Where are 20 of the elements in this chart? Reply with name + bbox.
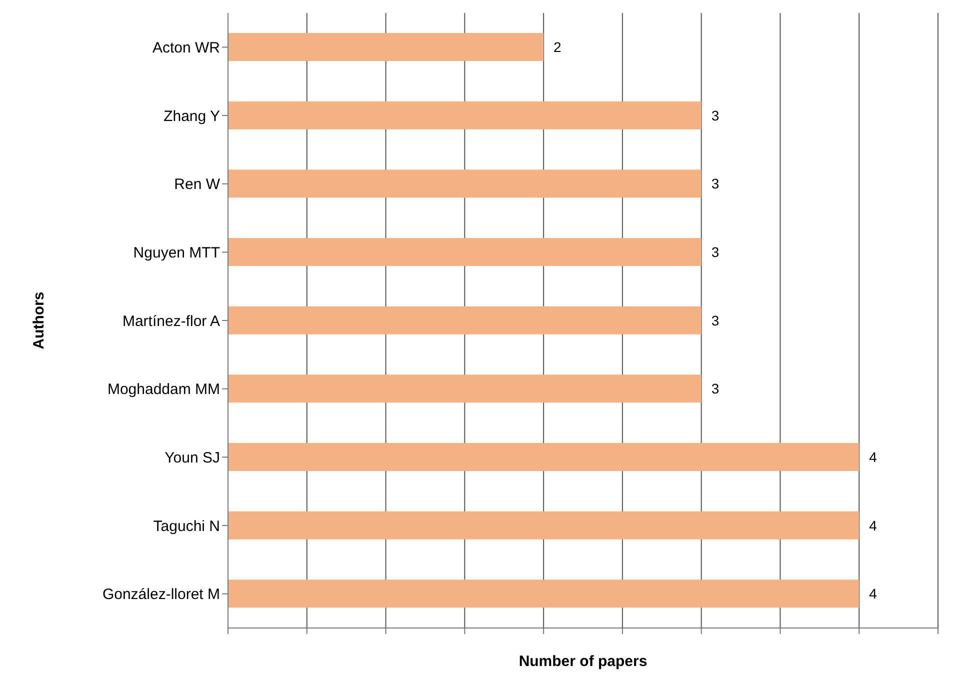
y-tick-label: Moghaddam MM (107, 381, 220, 398)
data-label: 3 (711, 244, 720, 260)
data-label: 3 (711, 176, 720, 192)
y-tick-label: Zhang Y (164, 108, 220, 125)
data-label: 2 (554, 38, 562, 55)
data-label: 4 (869, 586, 878, 602)
data-label: 4 (869, 448, 878, 465)
y-axis-title: Authors (30, 292, 48, 350)
y-tick-label: González-lloret M (102, 586, 220, 604)
y-tick-label: Martínez-flor A (122, 312, 220, 330)
data-label: 3 (711, 380, 720, 397)
data-label: 3 (711, 107, 720, 124)
data-label: 3 (711, 312, 720, 328)
y-tick-label: Nguyen MTT (133, 244, 220, 262)
y-tick-label: Ren W (174, 176, 221, 194)
x-axis-title: Number of papers (518, 653, 648, 670)
y-tick-label: Taguchi N (153, 518, 220, 535)
data-label: 4 (869, 517, 878, 534)
y-tick-label: Acton WR (152, 39, 220, 56)
y-tick-label: Youn SJ (164, 449, 220, 466)
